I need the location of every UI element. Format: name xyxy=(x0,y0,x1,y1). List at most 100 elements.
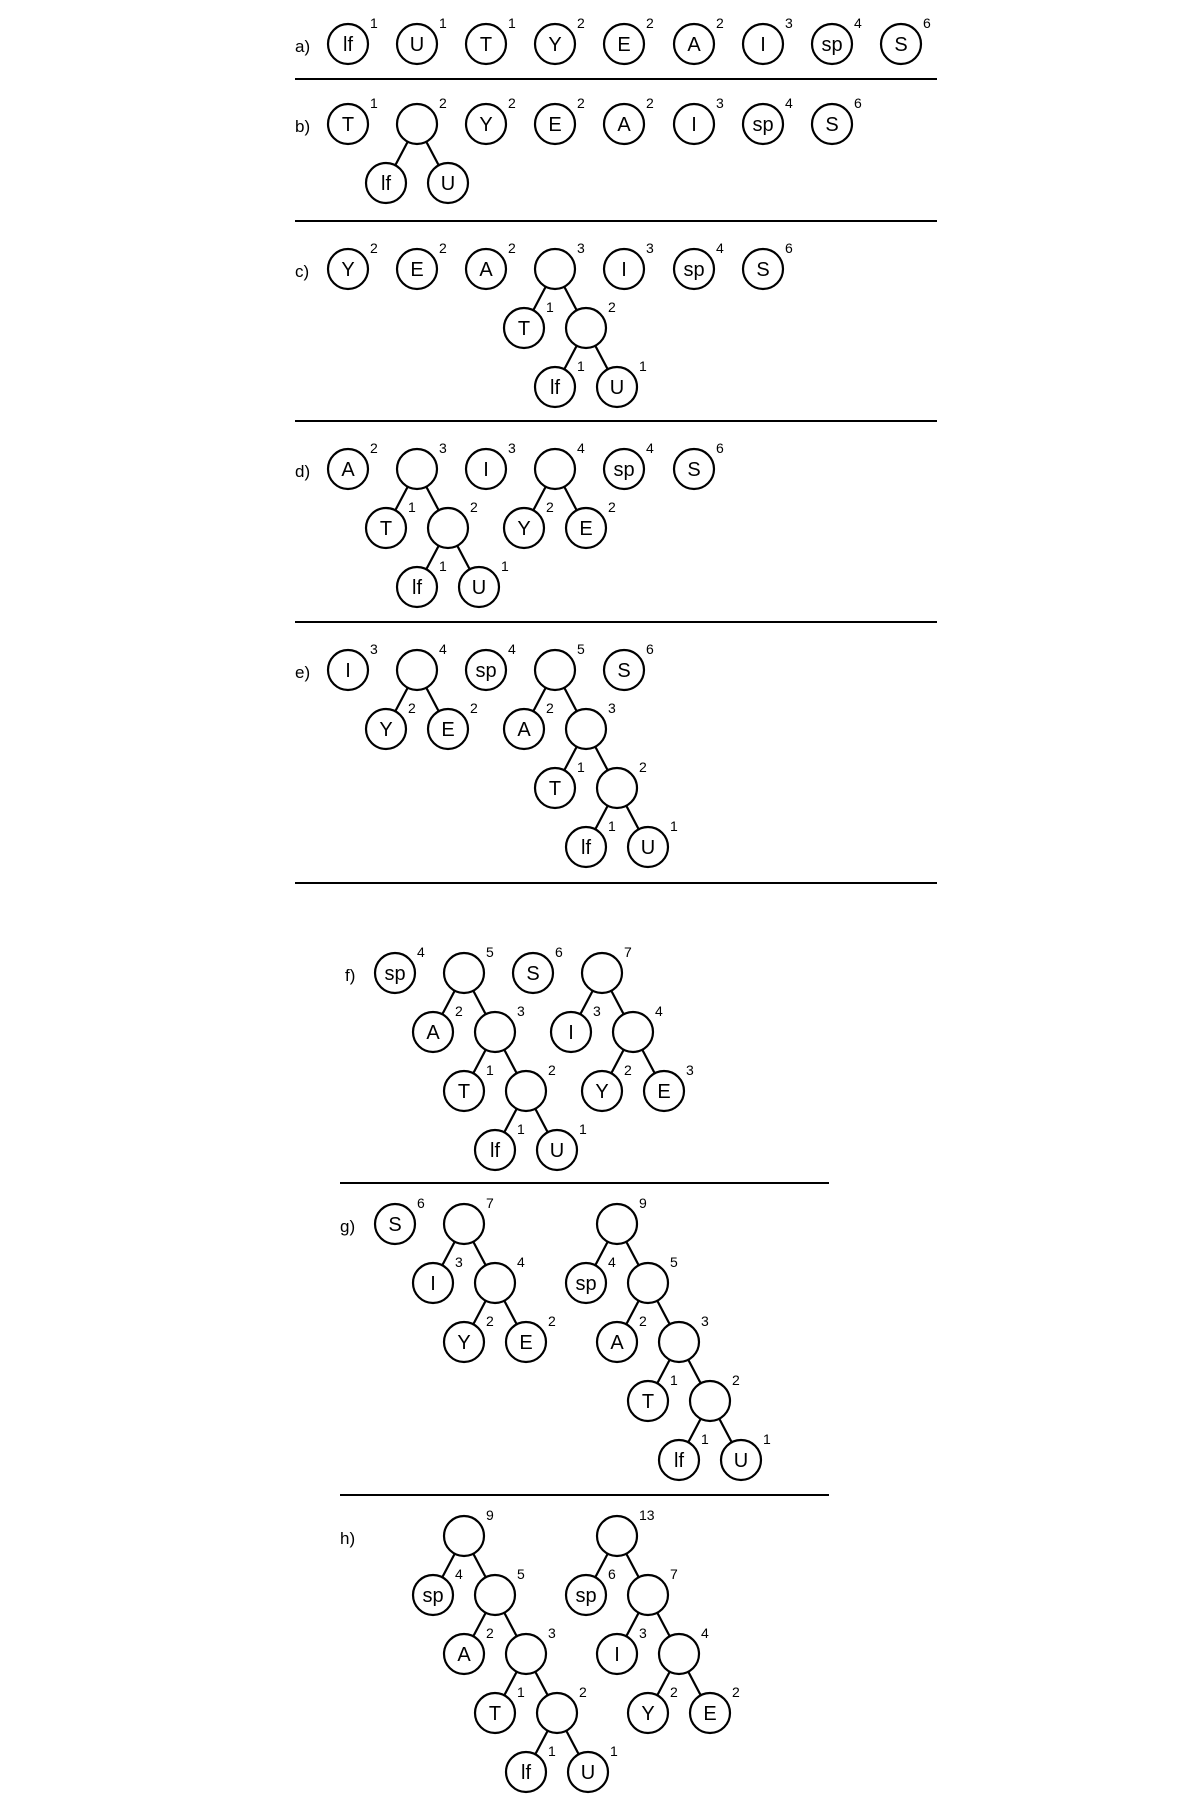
node-circle xyxy=(595,766,639,810)
leaf-node-y: Y2 xyxy=(464,95,516,146)
node-weight: 1 xyxy=(763,1431,771,1447)
tree-edge xyxy=(472,1300,487,1325)
tree: I3 xyxy=(464,440,516,491)
node-symbol: E xyxy=(703,1703,716,1725)
node-circle xyxy=(504,1069,548,1113)
node-weight: 3 xyxy=(785,15,793,31)
tree-edge xyxy=(656,1612,671,1637)
tree: A2 xyxy=(602,95,654,146)
node-weight: 1 xyxy=(439,558,447,574)
node-weight: 2 xyxy=(548,1062,556,1078)
node-symbol: sp xyxy=(422,1585,443,1607)
node-circle xyxy=(611,1010,655,1054)
node-weight: 3 xyxy=(517,1003,525,1019)
node-weight: 2 xyxy=(546,499,554,515)
node-circle xyxy=(395,247,439,291)
node-weight: 4 xyxy=(455,1566,463,1582)
leaf-node-e: E2 xyxy=(395,240,447,291)
node-weight: 2 xyxy=(732,1684,740,1700)
node-symbol: E xyxy=(617,34,630,56)
node-symbol: U xyxy=(581,1762,595,1784)
node-weight: 4 xyxy=(577,440,585,456)
tree: I3 xyxy=(741,15,793,66)
node-circle xyxy=(442,1632,486,1676)
node-symbol: T xyxy=(489,1703,501,1725)
node-weight: 7 xyxy=(670,1566,678,1582)
node-symbol: sp xyxy=(575,1273,596,1295)
node-symbol: I xyxy=(691,114,697,136)
node-weight: 2 xyxy=(455,1003,463,1019)
node-circle xyxy=(688,1379,732,1423)
node-symbol: A xyxy=(617,114,631,136)
internal-node: 2 xyxy=(535,1684,587,1735)
node-circle xyxy=(395,565,439,609)
leaf-node-t: T1 xyxy=(502,299,554,350)
leaf-node-u: U1 xyxy=(395,15,447,66)
node-circle xyxy=(395,447,439,491)
tree: S6 xyxy=(672,440,724,491)
leaf-node-a: A2 xyxy=(326,440,378,491)
node-circle xyxy=(626,825,670,869)
node-circle xyxy=(502,707,546,751)
node-weight: 1 xyxy=(639,358,647,374)
node-weight: 1 xyxy=(370,15,378,31)
node-circle xyxy=(364,707,408,751)
node-weight: 6 xyxy=(785,240,793,256)
leaf-node-e: E2 xyxy=(504,1313,556,1364)
tree: sp 4 xyxy=(741,95,793,146)
tree: S6 xyxy=(810,95,862,146)
node-weight: 5 xyxy=(670,1254,678,1270)
node-weight: 4 xyxy=(608,1254,616,1270)
tree: A2 xyxy=(326,440,378,491)
node-weight: 3 xyxy=(608,700,616,716)
leaf-node-i: I3 xyxy=(464,440,516,491)
tree-edge xyxy=(425,141,440,166)
node-weight: 4 xyxy=(716,240,724,256)
tree: I3 xyxy=(326,641,378,692)
node-weight: 9 xyxy=(639,1195,647,1211)
node-circle xyxy=(741,22,785,66)
node-circle xyxy=(566,1750,610,1794)
node-weight: 1 xyxy=(486,1062,494,1078)
node-symbol: E xyxy=(579,518,592,540)
node-weight: 2 xyxy=(608,499,616,515)
node-circle xyxy=(442,1069,486,1113)
node-circle xyxy=(373,1202,417,1246)
node-weight: 3 xyxy=(716,95,724,111)
leaf-node-s: S6 xyxy=(741,240,793,291)
node-weight: 2 xyxy=(639,1313,647,1329)
node-circle xyxy=(602,447,646,491)
node-circle xyxy=(442,951,486,995)
leaf-node-sp: sp 4 xyxy=(464,641,516,692)
node-weight: 7 xyxy=(486,1195,494,1211)
tree: I3 xyxy=(602,240,654,291)
node-weight: 5 xyxy=(486,944,494,960)
leaf-node-u: U1 xyxy=(535,1121,587,1172)
internal-node: 2 xyxy=(504,1062,556,1113)
node-symbol: T xyxy=(549,778,561,800)
node-symbol: sp xyxy=(384,963,405,985)
internal-node: 4 xyxy=(395,641,447,692)
node-symbol: Y xyxy=(595,1081,608,1103)
leaf-node-t: T1 xyxy=(364,499,416,550)
node-circle xyxy=(533,102,577,146)
tree: S6 xyxy=(602,641,654,692)
leaf-node-e: E2 xyxy=(564,499,616,550)
node-circle xyxy=(533,766,577,810)
tree-edge xyxy=(594,746,609,771)
leaf-node-sp: sp 4 xyxy=(602,440,654,491)
leaf-node-y: Y2 xyxy=(442,1313,494,1364)
node-circle xyxy=(473,1691,517,1735)
node-circle xyxy=(564,306,608,350)
node-circle xyxy=(502,506,546,550)
node-weight: 1 xyxy=(508,15,516,31)
internal-node: 5 xyxy=(533,641,585,692)
leaf-node-e: E2 xyxy=(688,1684,740,1735)
node-circle xyxy=(464,648,508,692)
node-symbol: U xyxy=(410,34,424,56)
node-circle xyxy=(564,707,608,751)
node-circle xyxy=(672,247,716,291)
